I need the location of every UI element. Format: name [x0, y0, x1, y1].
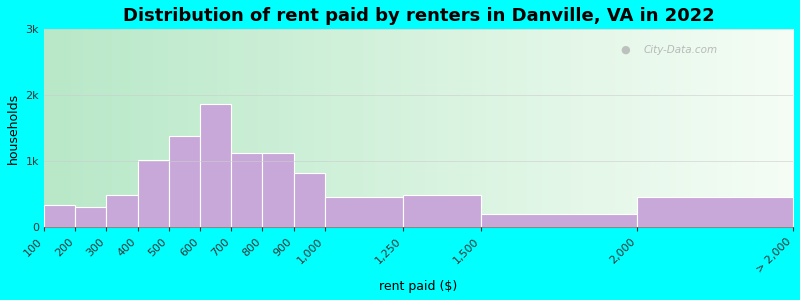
Bar — [481, 214, 637, 227]
Bar — [262, 153, 294, 227]
Bar — [403, 195, 481, 227]
Title: Distribution of rent paid by renters in Danville, VA in 2022: Distribution of rent paid by renters in … — [122, 7, 714, 25]
Text: ●: ● — [621, 45, 630, 55]
Text: City-Data.com: City-Data.com — [643, 45, 718, 55]
X-axis label: rent paid ($): rent paid ($) — [379, 280, 458, 293]
Bar — [637, 197, 793, 227]
Bar — [44, 205, 75, 227]
Bar — [106, 195, 138, 227]
Bar — [169, 136, 200, 227]
Bar — [75, 207, 106, 227]
Bar — [325, 197, 403, 227]
Bar — [231, 153, 262, 227]
Bar — [200, 104, 231, 227]
Bar — [138, 160, 169, 227]
Y-axis label: households: households — [7, 93, 20, 164]
Bar — [294, 173, 325, 227]
